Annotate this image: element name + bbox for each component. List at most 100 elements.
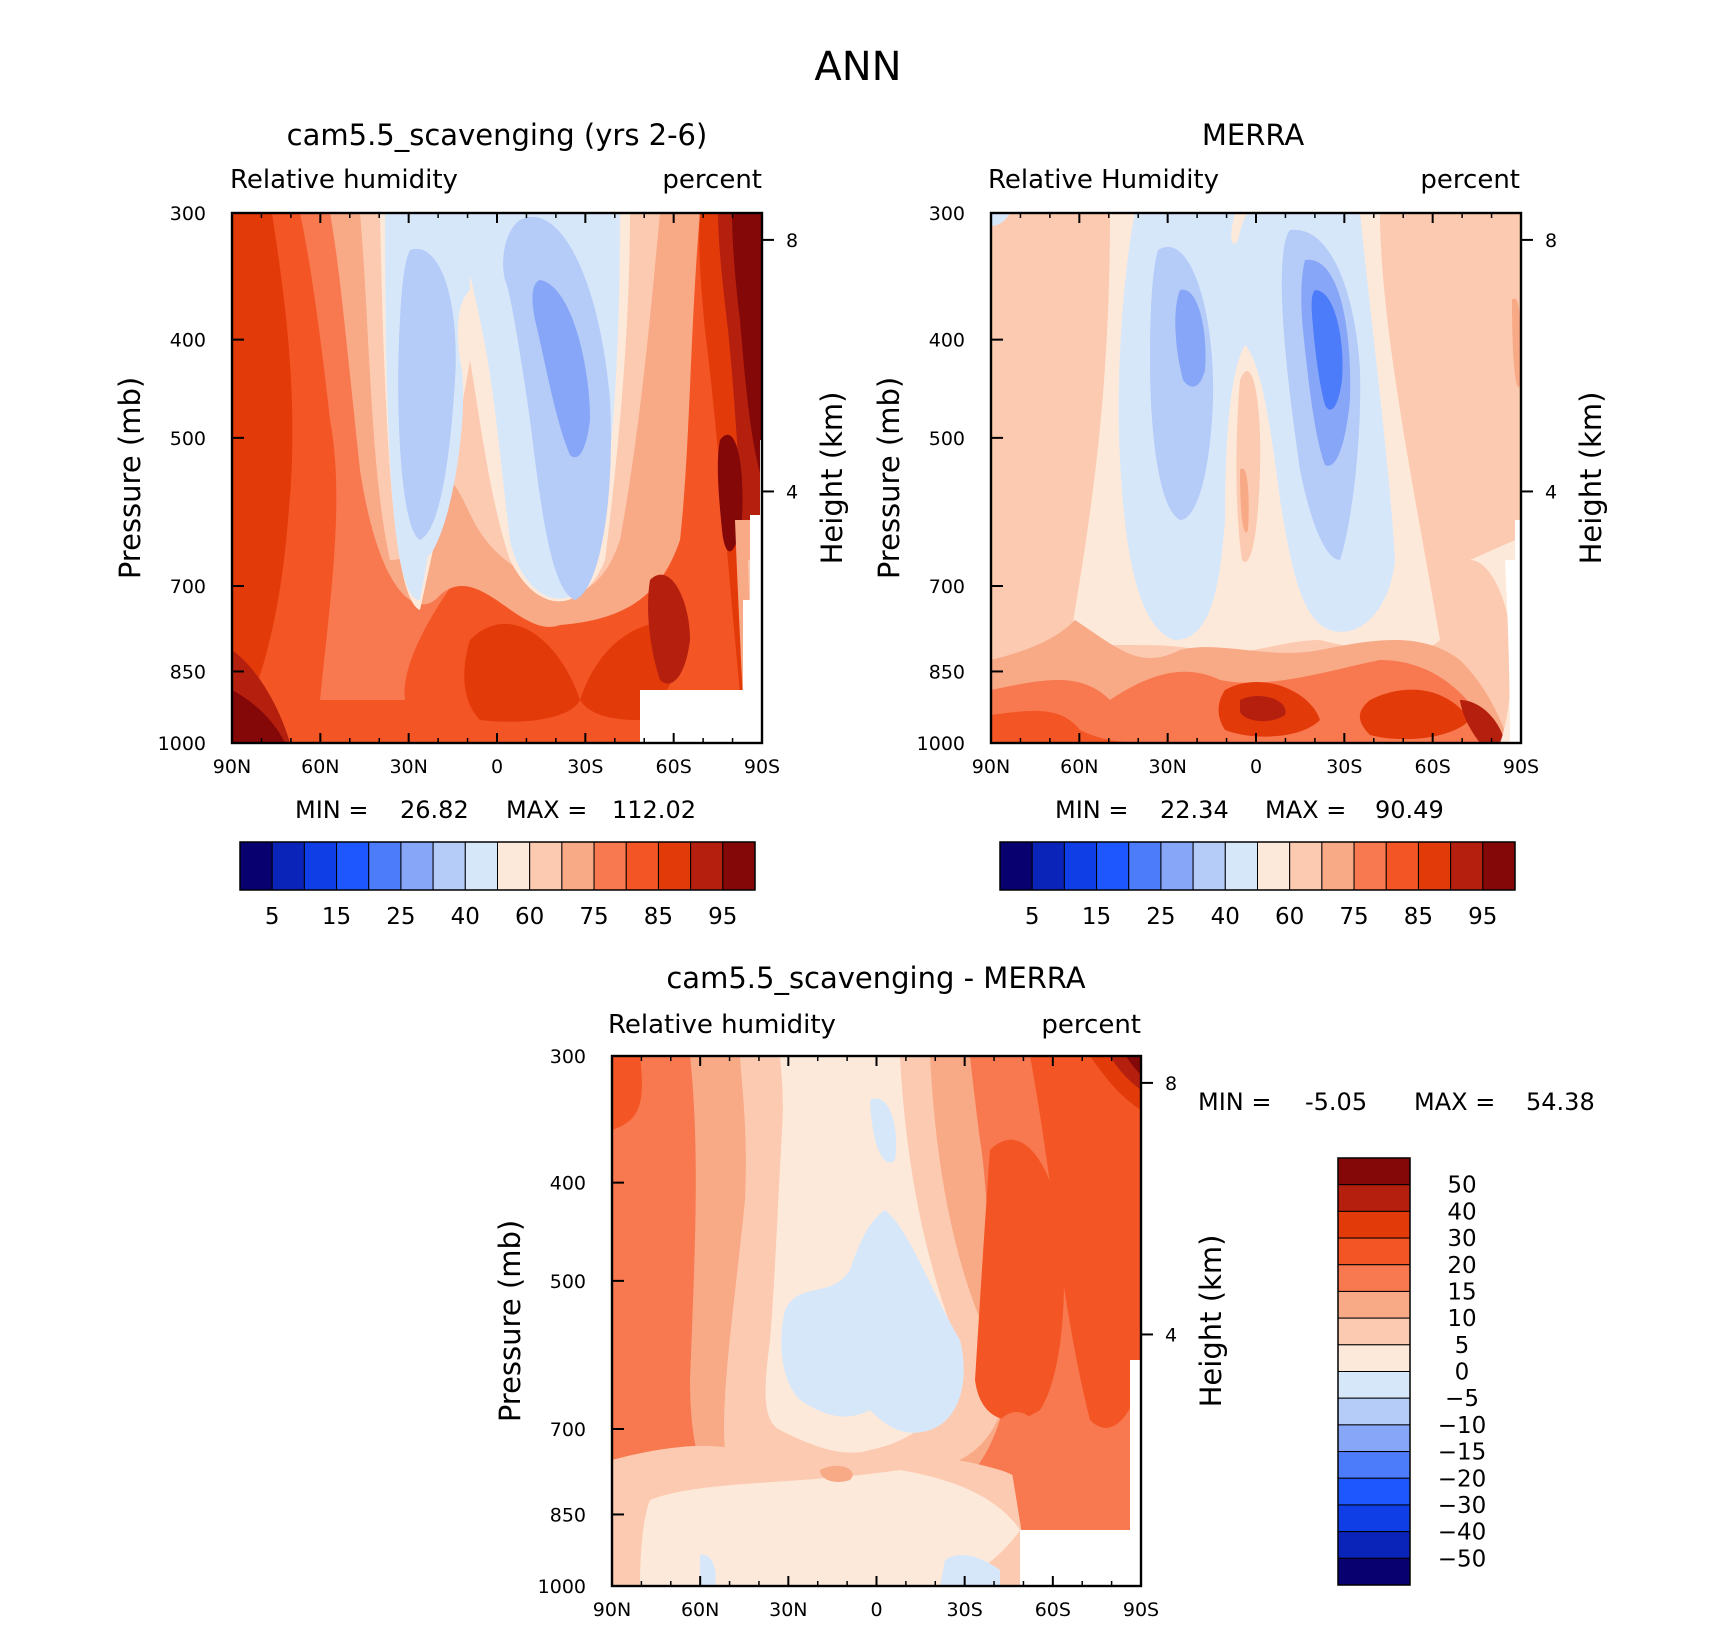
- y-tick-label: 700: [170, 576, 206, 598]
- colorbar-label: −50: [1438, 1546, 1487, 1572]
- colorbar-frame: [999, 841, 1516, 891]
- x-tick-label: 60N: [301, 756, 339, 778]
- y-tick-label: 500: [550, 1271, 586, 1293]
- colorbar-swatch: [625, 841, 659, 891]
- x-tick-label: 30N: [389, 756, 427, 778]
- min-label: MIN =: [1198, 1088, 1271, 1116]
- colorbar-label: 15: [1447, 1279, 1476, 1305]
- x-tick-label: 60S: [1415, 756, 1451, 778]
- height-tick-label: 4: [1165, 1324, 1177, 1346]
- right-axis-label: Height (km): [1574, 392, 1608, 565]
- colorbar-label: 20: [1447, 1253, 1476, 1279]
- contour-field: [991, 213, 1521, 743]
- max-value: 90.49: [1375, 796, 1444, 824]
- colorbar-swatch: [1337, 1477, 1411, 1506]
- colorbar-label: −30: [1438, 1493, 1487, 1519]
- colorbar-label: 25: [1146, 904, 1175, 930]
- min-label: MIN =: [295, 796, 368, 824]
- colorbar-swatch: [561, 841, 595, 891]
- colorbar-label: −40: [1438, 1520, 1487, 1546]
- x-tick-label: 30S: [1326, 756, 1362, 778]
- panel-difference: cam5.5_scavenging - MERRA Relative humid…: [493, 961, 1595, 1621]
- height-tick-label: 4: [786, 481, 798, 503]
- colorbar-label: 85: [1404, 904, 1433, 930]
- x-tick-label: 30S: [947, 1599, 983, 1621]
- y-axis-label: Pressure (mb): [113, 377, 147, 579]
- colorbar-swatch: [529, 841, 563, 891]
- colorbar-label: −10: [1438, 1413, 1487, 1439]
- colorbar-swatch: [464, 841, 498, 891]
- colorbar-label: 75: [1339, 904, 1368, 930]
- colorbar-swatch: [1160, 841, 1194, 891]
- y-axis-label: Pressure (mb): [493, 1220, 527, 1422]
- height-tick-label: 8: [1545, 230, 1557, 252]
- y-axis-label: Pressure (mb): [872, 377, 906, 579]
- colorbar-swatch: [1224, 841, 1258, 891]
- colorbar-swatch: [1417, 841, 1452, 891]
- colorbar-swatch: [1321, 841, 1355, 891]
- y-tick-label: 1000: [538, 1576, 586, 1598]
- colorbar-swatch: [1289, 841, 1323, 891]
- colorbar-label: 30: [1447, 1226, 1476, 1252]
- height-tick-label: 4: [1545, 481, 1557, 503]
- panel-title: cam5.5_scavenging - MERRA: [666, 961, 1085, 995]
- variable-label: Relative Humidity: [988, 165, 1219, 195]
- max-value: 54.38: [1526, 1088, 1595, 1116]
- height-tick-label: 8: [1165, 1073, 1177, 1095]
- y-tick-label: 400: [929, 330, 965, 352]
- y-tick-label: 300: [170, 203, 206, 225]
- colorbar-swatch: [368, 841, 402, 891]
- colorbar-label: 40: [1447, 1199, 1476, 1225]
- min-value: -5.05: [1305, 1088, 1367, 1116]
- colorbar-label: −15: [1438, 1440, 1487, 1466]
- units-label: percent: [1420, 165, 1520, 195]
- max-label: MAX =: [1265, 796, 1346, 824]
- colorbar-label: 40: [1211, 904, 1240, 930]
- colorbar-swatch: [1128, 841, 1162, 891]
- colorbar-swatch: [1337, 1237, 1411, 1266]
- panel-obs: MERRA Relative Humidity percent: [872, 118, 1608, 930]
- y-tick-label: 500: [929, 428, 965, 450]
- y-tick-label: 850: [170, 661, 206, 683]
- colorbar-swatch: [1337, 1264, 1411, 1292]
- contour-field: [612, 1056, 1141, 1586]
- panel-title: MERRA: [1202, 118, 1304, 152]
- min-value: 22.34: [1160, 796, 1229, 824]
- colorbar-swatch: [999, 841, 1033, 891]
- x-tick-label: 0: [1250, 756, 1262, 778]
- x-tick-label: 60S: [656, 756, 692, 778]
- colorbar-label: 95: [1468, 904, 1497, 930]
- colorbar-frame: [1337, 1157, 1411, 1586]
- colorbar-swatch: [1192, 841, 1226, 891]
- colorbar-swatch: [1482, 841, 1516, 891]
- colorbar-swatch: [1337, 1371, 1411, 1399]
- colorbar-swatch: [722, 841, 756, 891]
- min-value: 26.82: [400, 796, 469, 824]
- colorbar-label: 95: [708, 904, 737, 930]
- y-tick-label: 1000: [917, 733, 965, 755]
- colorbar-swatch: [1063, 841, 1098, 891]
- colorbar-swatch: [1353, 841, 1387, 891]
- y-tick-label: 850: [550, 1504, 586, 1526]
- colorbar-label: 40: [451, 904, 480, 930]
- y-tick-label: 400: [550, 1173, 586, 1195]
- colorbar-swatch: [303, 841, 338, 891]
- colorbar-swatch: [1337, 1317, 1411, 1346]
- colorbar-label: 25: [386, 904, 415, 930]
- colorbar-label: 5: [1025, 904, 1040, 930]
- colorbar-swatch: [1450, 841, 1484, 891]
- colorbar-label: 60: [515, 904, 544, 930]
- colorbar-swatch: [1031, 841, 1065, 891]
- variable-label: Relative humidity: [608, 1010, 836, 1040]
- max-label: MAX =: [506, 796, 587, 824]
- right-axis-label: Height (km): [815, 392, 849, 565]
- figure-title: ANN: [814, 44, 901, 90]
- colorbar-label: 5: [265, 904, 280, 930]
- colorbar-swatch: [336, 841, 370, 891]
- colorbar-swatch: [1337, 1531, 1411, 1559]
- x-tick-label: 30N: [1148, 756, 1186, 778]
- colorbar-frame: [239, 841, 756, 891]
- colorbar-swatch: [1337, 1557, 1411, 1586]
- colorbar-swatch: [1337, 1157, 1411, 1186]
